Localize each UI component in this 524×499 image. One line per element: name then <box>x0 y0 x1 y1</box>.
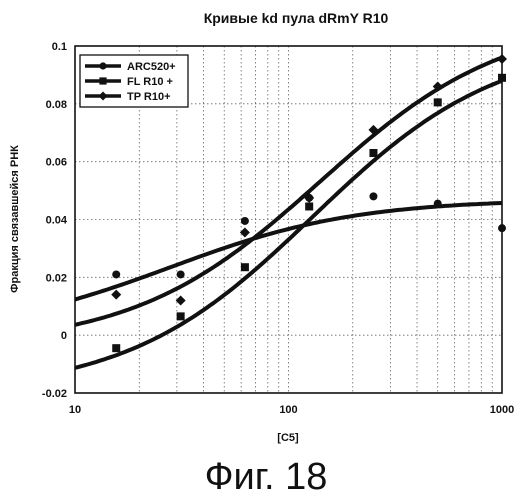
y-tick-label: 0.04 <box>46 215 68 227</box>
square-data-point <box>241 263 249 271</box>
circle-data-point <box>434 200 442 208</box>
square-data-point <box>112 344 120 352</box>
y-tick-label: -0.02 <box>42 388 67 400</box>
x-tick-label: 1000 <box>490 404 514 416</box>
diamond-data-point <box>176 295 186 305</box>
legend-label: ARC520+ <box>127 61 176 73</box>
square-data-point <box>434 98 442 106</box>
x-tick-labels: 10 100 1000 <box>69 404 514 416</box>
y-tick-labels: -0.02 0 0.02 0.04 0.06 0.08 0.1 <box>42 41 68 400</box>
x-axis-label: [C5] <box>277 432 299 444</box>
figure-caption: Фиг. 18 <box>205 456 328 498</box>
circle-data-point <box>112 270 120 278</box>
x-tick-label: 100 <box>279 404 297 416</box>
circle-data-point <box>369 192 377 200</box>
y-tick-label: 0.06 <box>46 157 67 169</box>
square-data-point <box>369 149 377 157</box>
y-tick-label: 0.1 <box>52 41 67 53</box>
legend-marker-circle <box>99 62 106 69</box>
x-tick-label: 10 <box>69 404 81 416</box>
chart-title: Кривые kd пула dRmY R10 <box>204 10 389 26</box>
circle-data-point <box>241 217 249 225</box>
square-data-point <box>177 312 185 320</box>
y-axis-label: Фракция связавшейся РНК <box>9 145 21 293</box>
y-tick-label: 0 <box>61 330 67 342</box>
diamond-data-point <box>240 228 250 238</box>
legend-marker-square <box>99 77 106 84</box>
fit-curve-square <box>75 81 502 368</box>
diamond-data-point <box>111 290 121 300</box>
legend: ARC520+ FL R10 + TP R10+ <box>80 55 188 107</box>
y-tick-label: 0.08 <box>46 99 67 111</box>
y-tick-label: 0.02 <box>46 272 67 284</box>
circle-data-point <box>177 270 185 278</box>
square-data-point <box>305 202 313 210</box>
legend-label: FL R10 + <box>127 76 173 88</box>
legend-label: TP R10+ <box>127 91 171 103</box>
